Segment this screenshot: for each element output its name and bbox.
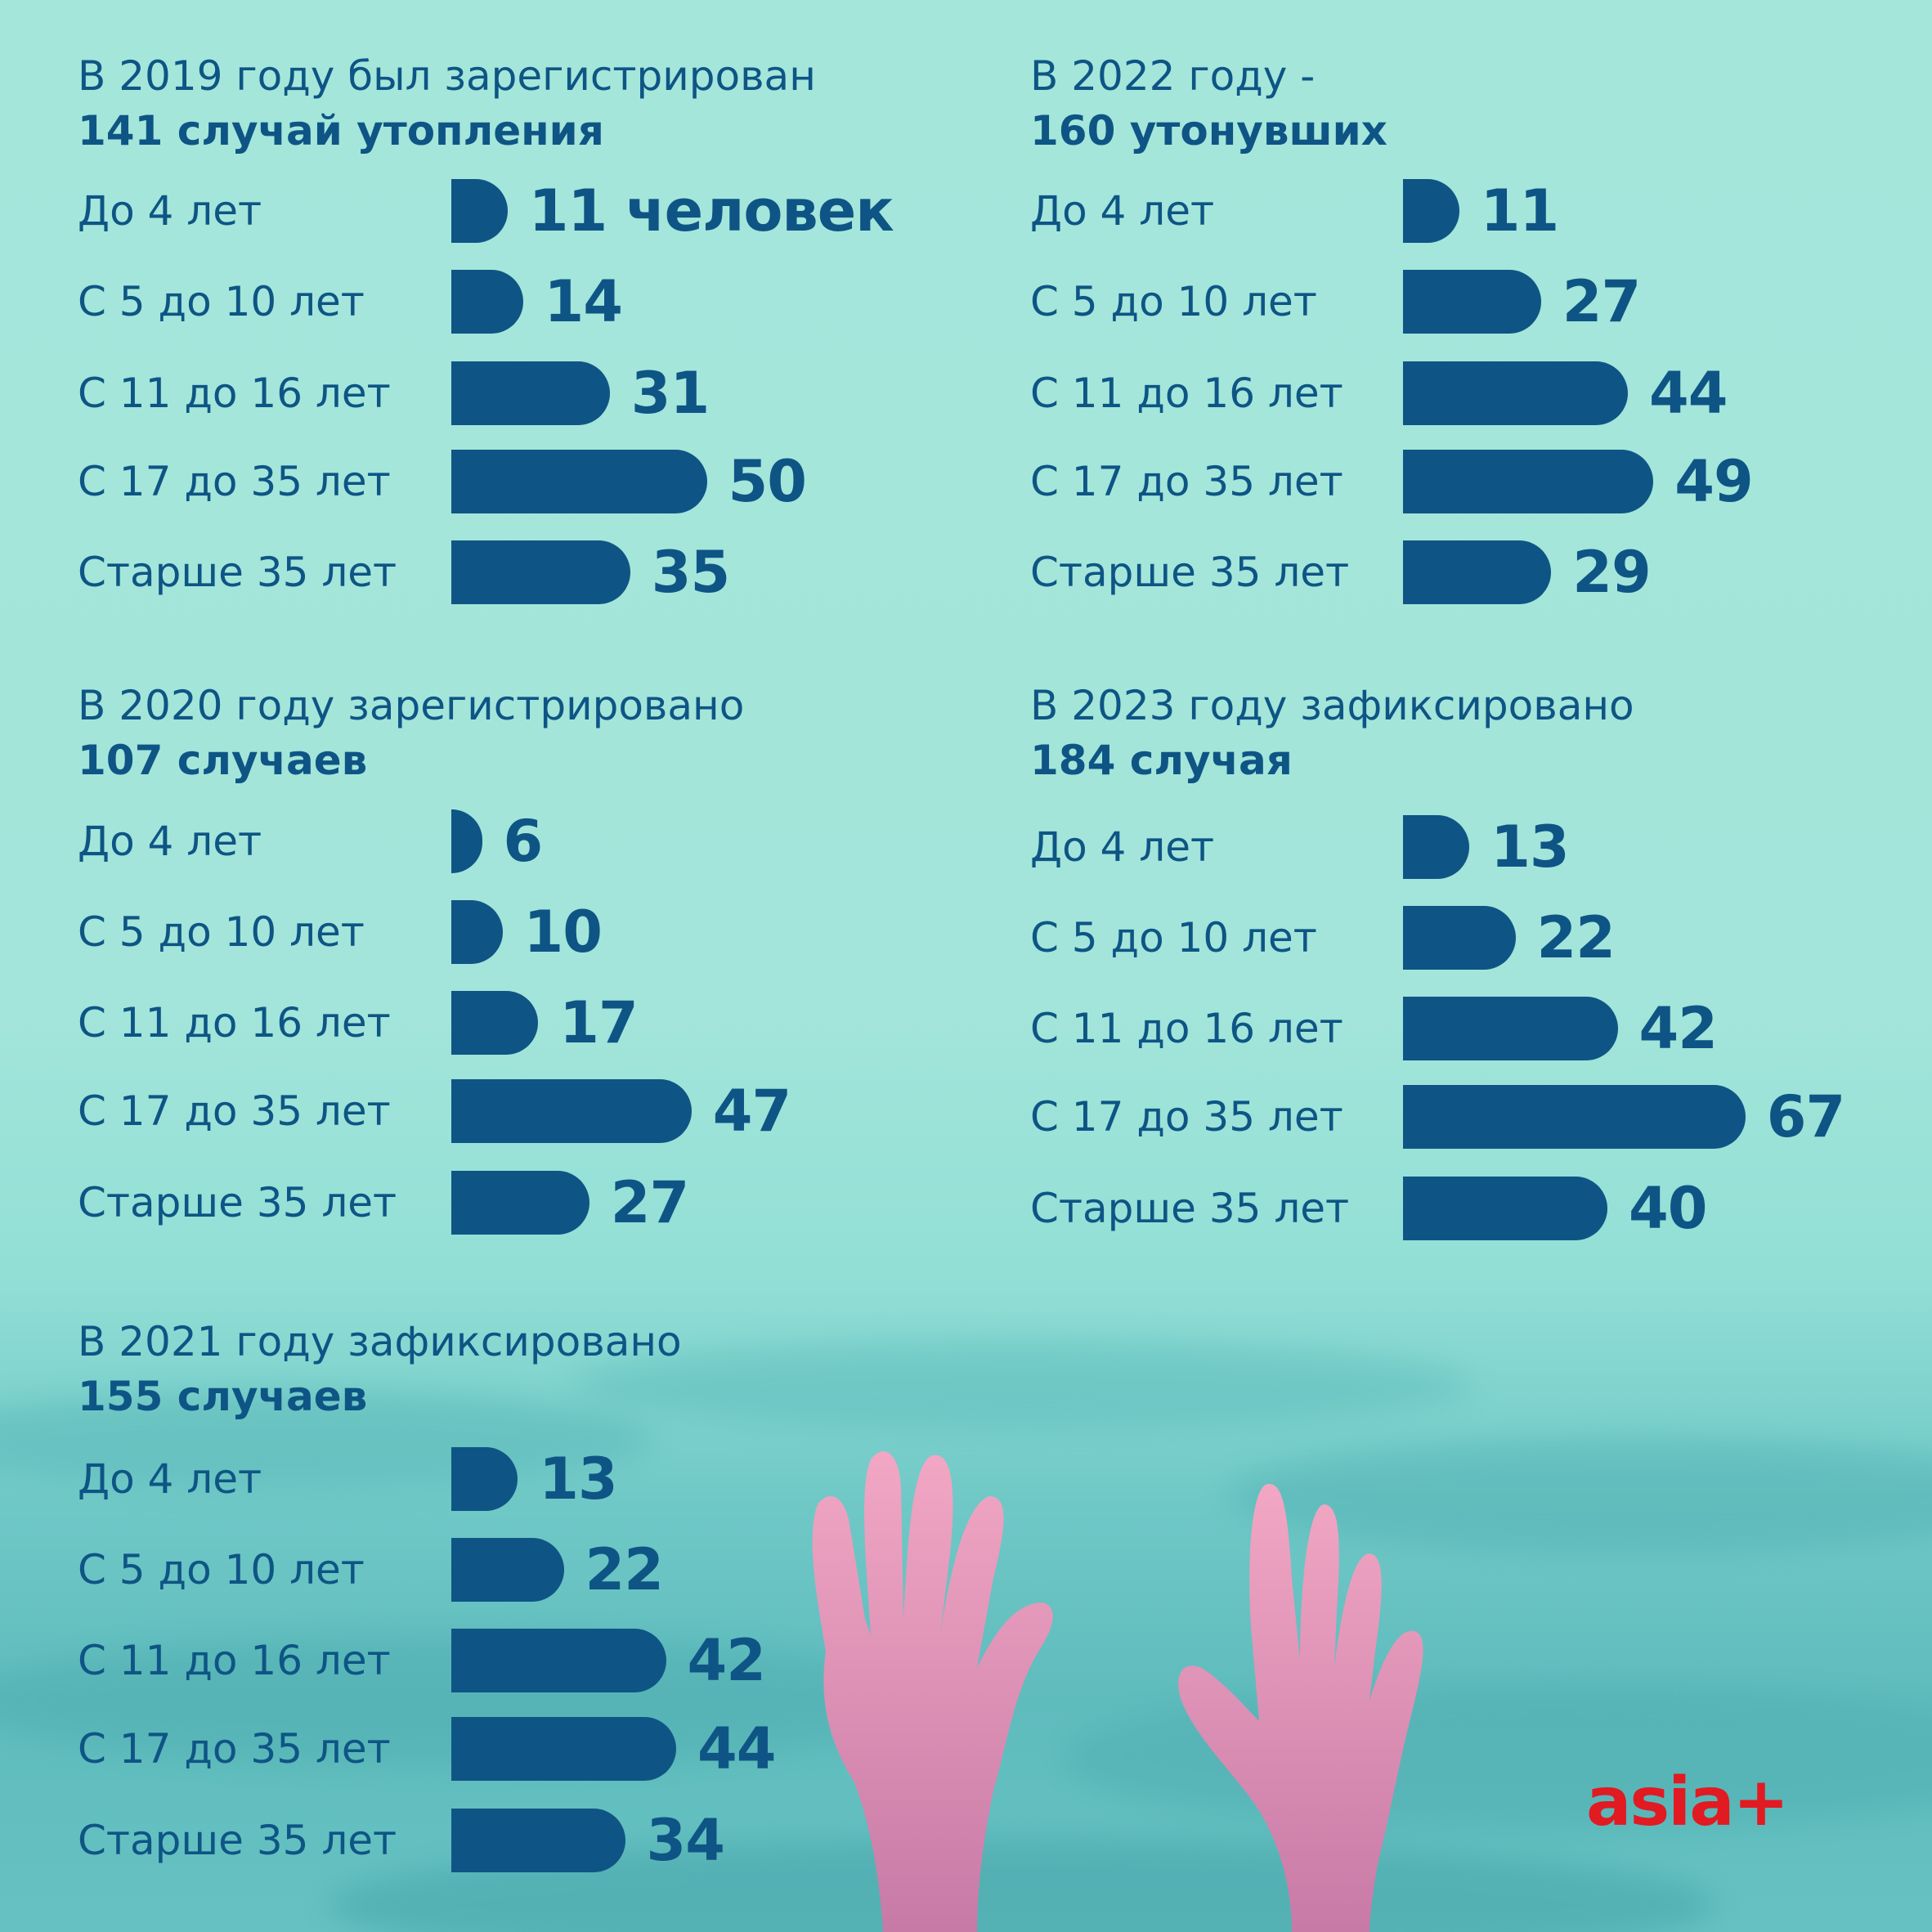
category-label: Старше 35 лет <box>1030 549 1350 596</box>
chart-heading: В 2021 году зафиксировано 155 случаев <box>78 1315 682 1424</box>
chart-title: В 2023 году зафиксировано <box>1030 682 1634 729</box>
category-label: С 17 до 35 лет <box>78 1725 391 1773</box>
bar <box>1403 270 1541 334</box>
value-label: 13 <box>1490 814 1569 881</box>
category-label: С 17 до 35 лет <box>1030 1093 1343 1141</box>
value-label: 44 <box>1649 360 1728 427</box>
category-label: С 11 до 16 лет <box>1030 370 1343 417</box>
chart-subtitle: 184 случая <box>1030 737 1293 784</box>
water-ripple <box>0 1390 654 1488</box>
bar <box>451 1629 666 1692</box>
value-label: 10 <box>523 899 603 966</box>
bar <box>1403 540 1552 604</box>
category-label: С 5 до 10 лет <box>78 278 365 325</box>
chart-subtitle: 107 случаев <box>78 737 368 784</box>
category-label: С 11 до 16 лет <box>1030 1005 1343 1052</box>
category-label: С 5 до 10 лет <box>78 908 365 956</box>
value-label: 31 <box>630 360 710 427</box>
bar <box>451 540 630 604</box>
category-label: До 4 лет <box>78 187 262 235</box>
value-label: 11 человек <box>528 177 894 244</box>
category-label: Старше 35 лет <box>78 1817 397 1864</box>
value-label: 29 <box>1572 539 1651 606</box>
value-label: 17 <box>559 989 638 1056</box>
value-label: 11 <box>1480 177 1559 244</box>
category-label: Старше 35 лет <box>1030 1185 1350 1232</box>
value-label: 40 <box>1629 1175 1707 1242</box>
category-label: С 5 до 10 лет <box>1030 914 1317 962</box>
chart-subtitle: 155 случаев <box>78 1373 368 1420</box>
value-label: 49 <box>1674 448 1753 515</box>
chart-title: В 2022 году - <box>1030 52 1316 100</box>
category-label: С 11 до 16 лет <box>78 370 391 417</box>
bar <box>1403 906 1516 970</box>
chart-heading: В 2019 году был зарегистрирован 141 случа… <box>78 49 816 159</box>
bar <box>1403 815 1470 879</box>
value-label: 22 <box>1536 904 1616 971</box>
category-label: С 17 до 35 лет <box>78 1087 391 1135</box>
bar <box>451 991 539 1055</box>
raised-hands-illustration <box>812 1451 1423 1932</box>
bar <box>451 1447 518 1511</box>
asia-plus-logo: asia+ <box>1586 1764 1789 1841</box>
value-label: 6 <box>503 808 544 875</box>
bar <box>451 361 610 425</box>
value-label: 35 <box>651 539 730 606</box>
value-label: 42 <box>687 1627 766 1694</box>
value-label: 13 <box>539 1446 617 1513</box>
value-label: 44 <box>697 1715 776 1782</box>
bar <box>1403 1085 1746 1149</box>
value-label: 34 <box>646 1807 725 1874</box>
category-label: До 4 лет <box>1030 823 1215 871</box>
bar <box>1403 179 1459 243</box>
bar <box>451 1171 589 1235</box>
chart-title: В 2019 году был зарегистрирован <box>78 52 816 100</box>
chart-heading: В 2023 году зафиксировано 184 случая <box>1030 679 1634 788</box>
value-label: 67 <box>1766 1083 1845 1150</box>
bar <box>451 1809 625 1872</box>
category-label: С 11 до 16 лет <box>78 999 391 1047</box>
value-label: 27 <box>610 1169 689 1236</box>
bar <box>451 179 508 243</box>
bar <box>451 900 503 964</box>
category-label: До 4 лет <box>1030 187 1215 235</box>
category-label: С 17 до 35 лет <box>78 458 391 505</box>
chart-heading: В 2022 году - 160 утонувших <box>1030 49 1387 159</box>
right-hand <box>1178 1483 1423 1932</box>
value-label: 27 <box>1562 268 1641 335</box>
left-hand <box>812 1451 1053 1932</box>
category-label: С 5 до 10 лет <box>78 1546 365 1594</box>
chart-subtitle: 160 утонувших <box>1030 107 1387 155</box>
bar <box>451 1538 564 1602</box>
chart-subtitle: 141 случай утопления <box>78 107 604 155</box>
category-label: Старше 35 лет <box>78 549 397 596</box>
value-label: 22 <box>585 1536 664 1603</box>
water-ripple <box>572 1341 1472 1431</box>
bar <box>1403 997 1618 1060</box>
category-label: С 11 до 16 лет <box>78 1637 391 1684</box>
category-label: С 5 до 10 лет <box>1030 278 1317 325</box>
value-label: 42 <box>1638 995 1718 1062</box>
bar <box>451 450 707 513</box>
category-label: Старше 35 лет <box>78 1179 397 1226</box>
bar <box>451 1079 692 1143</box>
bar <box>451 1717 676 1781</box>
category-label: С 17 до 35 лет <box>1030 458 1343 505</box>
bar <box>1403 361 1628 425</box>
category-label: До 4 лет <box>78 818 262 865</box>
value-label: 47 <box>712 1078 791 1145</box>
bar <box>1403 1177 1607 1240</box>
bar <box>451 270 523 334</box>
bar <box>1403 450 1654 513</box>
chart-heading: В 2020 году зарегистрировано 107 случаев <box>78 679 744 788</box>
bar <box>451 809 482 873</box>
chart-title: В 2020 году зарегистрировано <box>78 682 745 729</box>
value-label: 14 <box>544 268 623 335</box>
chart-title: В 2021 году зафиксировано <box>78 1318 682 1365</box>
category-label: До 4 лет <box>78 1455 262 1503</box>
value-label: 50 <box>728 448 807 515</box>
water-ripple <box>1226 1439 1932 1553</box>
